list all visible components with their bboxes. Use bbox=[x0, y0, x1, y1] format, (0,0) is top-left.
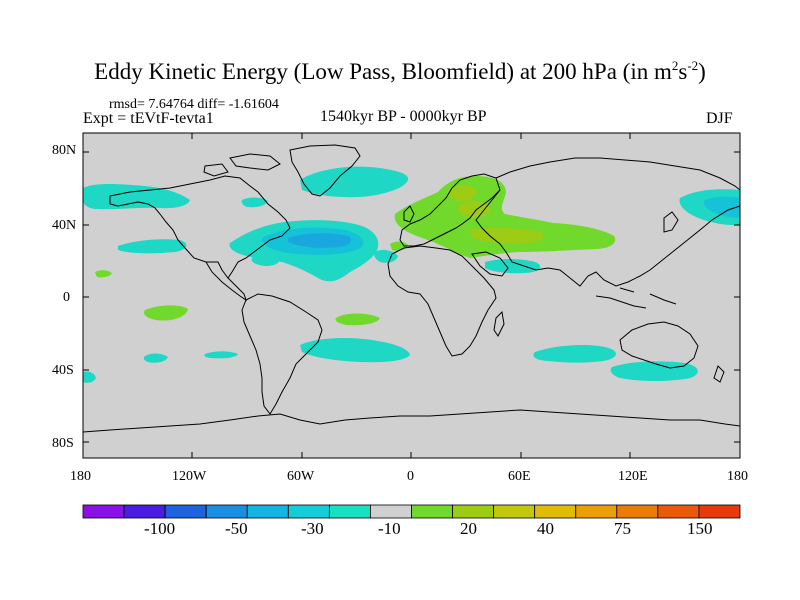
anomaly-south-indian bbox=[533, 344, 616, 363]
coast-arabia bbox=[471, 251, 509, 277]
colorbar-label-6: 40 bbox=[537, 519, 554, 538]
coast-madagascar bbox=[493, 310, 505, 337]
x-label-180e: 180 bbox=[727, 469, 748, 484]
map-background bbox=[83, 133, 740, 458]
colorbar-swatch bbox=[698, 504, 741, 519]
coast-north-america bbox=[109, 175, 291, 279]
stats-text: rmsd= 7.64764 diff= -1.61604 bbox=[109, 97, 279, 112]
anomaly-north-atlantic-deep bbox=[288, 233, 352, 248]
colorbar-label-4: -10 bbox=[378, 519, 401, 538]
colorbar-label-2: -50 bbox=[225, 519, 248, 538]
colorbar-swatch bbox=[164, 504, 207, 519]
season-label: DJF bbox=[706, 110, 733, 127]
coast-africa bbox=[387, 245, 497, 357]
colorbar-swatch bbox=[616, 504, 659, 519]
y-label-80n: 80N bbox=[52, 143, 77, 158]
colorbar bbox=[82, 504, 741, 519]
anomaly-far-south-pacific bbox=[83, 371, 96, 383]
anomaly-mid-pacific bbox=[204, 351, 238, 359]
coast-australia bbox=[619, 321, 699, 369]
period-label: 1540kyr BP - 0000kyr BP bbox=[320, 108, 487, 125]
anomaly-east-pacific bbox=[95, 270, 112, 278]
colorbar-swatch bbox=[657, 504, 700, 519]
anomaly-greenland-east bbox=[241, 197, 268, 208]
colorbar-swatch bbox=[123, 504, 166, 519]
x-label-120w: 120W bbox=[172, 469, 207, 484]
coast-british-isles bbox=[403, 205, 415, 223]
coast-indonesia bbox=[595, 287, 677, 309]
colorbar-swatch bbox=[328, 504, 371, 519]
coast-new-zealand bbox=[713, 365, 725, 383]
colorbar-label-7: 75 bbox=[614, 519, 631, 538]
colorbar-swatch bbox=[411, 504, 453, 519]
anomaly-south-pacific bbox=[143, 353, 168, 363]
colorbar-swatch bbox=[287, 504, 330, 519]
coast-greenland bbox=[289, 144, 361, 197]
experiment-label: Expt = tEVtF-tevta1 bbox=[83, 110, 214, 127]
coast-central-america bbox=[205, 261, 247, 302]
coast-south-america bbox=[241, 293, 323, 415]
x-label-60e: 60E bbox=[508, 469, 531, 484]
anomaly-arctic-atlantic bbox=[300, 166, 409, 198]
y-label-80s: 80S bbox=[52, 436, 74, 451]
coast-europe bbox=[399, 173, 501, 247]
anomaly-arabian-sea bbox=[485, 259, 541, 274]
colorbar-swatch bbox=[534, 504, 577, 519]
anomaly-east-pacific-south bbox=[144, 305, 188, 321]
colorbar-label-1: -100 bbox=[144, 519, 176, 538]
negative-deep-layer bbox=[288, 233, 352, 248]
anomaly-nw-africa bbox=[374, 249, 398, 263]
anomaly-south-atlantic-west bbox=[335, 313, 380, 326]
x-label-120e: 120E bbox=[618, 469, 648, 484]
anomaly-europe-core bbox=[447, 185, 477, 202]
colorbar-label-5: 20 bbox=[460, 519, 477, 538]
anomaly-ne-pacific bbox=[118, 239, 187, 254]
colorbar-swatch bbox=[452, 504, 495, 519]
colorbar-swatch bbox=[575, 504, 618, 519]
anomaly-south-atlantic bbox=[300, 337, 410, 363]
coast-japan bbox=[663, 211, 679, 233]
colorbar-swatch bbox=[493, 504, 536, 519]
coastlines bbox=[83, 144, 740, 433]
anomaly-labrador bbox=[251, 253, 281, 266]
x-label-0: 0 bbox=[407, 469, 414, 484]
coast-antarctica bbox=[83, 409, 740, 433]
colorbar-swatch bbox=[205, 504, 248, 519]
y-label-40n: 40N bbox=[52, 218, 77, 233]
positive-mid-layer bbox=[447, 185, 544, 244]
y-label-eq: 0 bbox=[63, 290, 70, 305]
anomaly-central-asia-core bbox=[470, 227, 544, 244]
axis-ticks bbox=[83, 133, 740, 458]
x-label-60w: 60W bbox=[287, 469, 315, 484]
x-label-180w: 180 bbox=[70, 469, 91, 484]
colorbar-label-3: -30 bbox=[301, 519, 324, 538]
colorbar-label-8: 150 bbox=[687, 519, 713, 538]
coast-arctic-islands bbox=[203, 153, 281, 177]
anomaly-west-pacific-core bbox=[704, 196, 740, 218]
colorbar-swatch bbox=[82, 504, 125, 519]
anomaly-fields bbox=[83, 166, 740, 383]
anomaly-south-australia bbox=[610, 361, 698, 381]
y-label-40s: 40S bbox=[52, 363, 74, 378]
coast-asia bbox=[475, 157, 740, 287]
plot-title: Eddy Kinetic Energy (Low Pass, Bloomfiel… bbox=[94, 58, 706, 84]
colorbar-swatch bbox=[246, 504, 289, 519]
colorbar-swatch bbox=[370, 504, 412, 519]
